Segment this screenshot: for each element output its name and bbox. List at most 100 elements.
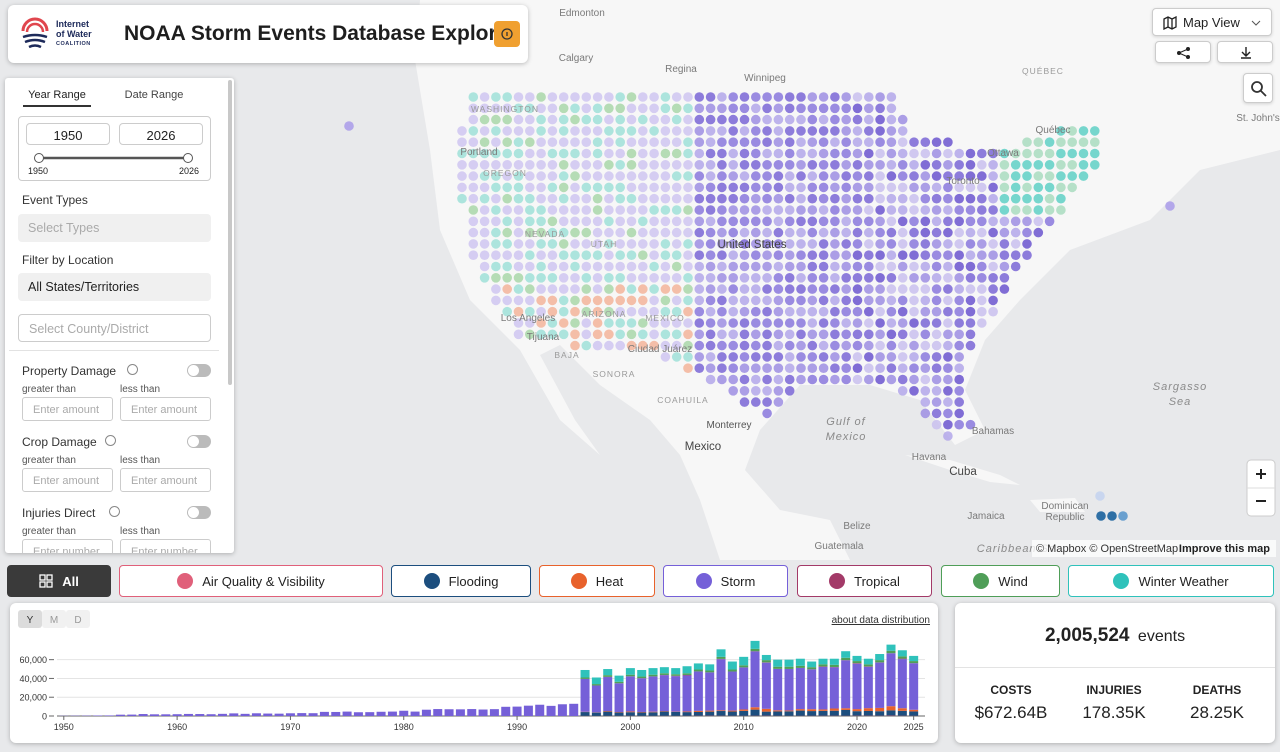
search-button[interactable] bbox=[1243, 73, 1273, 103]
period-button[interactable] bbox=[18, 610, 42, 628]
period-button[interactable] bbox=[42, 610, 66, 628]
map-dot bbox=[660, 92, 671, 102]
map-view-button[interactable]: Map View bbox=[1152, 8, 1272, 36]
max-input[interactable]: Enter amount bbox=[120, 468, 211, 492]
min-input[interactable]: Enter amount bbox=[22, 397, 113, 421]
tab-all[interactable]: All bbox=[7, 565, 111, 597]
map-dot bbox=[671, 329, 682, 340]
bar-segment bbox=[659, 675, 669, 712]
max-input[interactable]: Enter amount bbox=[120, 397, 211, 421]
map-dot bbox=[909, 239, 919, 249]
map-dot bbox=[943, 408, 953, 419]
map-dot bbox=[751, 103, 761, 114]
map-dot bbox=[739, 397, 750, 407]
map-dot bbox=[683, 92, 693, 102]
map-label: Québec bbox=[1035, 125, 1070, 136]
map-dot bbox=[909, 340, 919, 351]
map-dot bbox=[897, 193, 908, 204]
share-button[interactable] bbox=[1155, 41, 1211, 63]
toggle[interactable] bbox=[187, 364, 211, 377]
map-dot bbox=[818, 273, 829, 283]
map-dot bbox=[818, 216, 829, 227]
map-dot bbox=[830, 250, 840, 260]
map-dot bbox=[717, 352, 727, 362]
map-dot bbox=[717, 329, 727, 340]
map-dot bbox=[728, 171, 738, 181]
category-tab[interactable]: Wind bbox=[941, 565, 1060, 597]
category-tab[interactable]: Air Quality & Visibility bbox=[119, 565, 383, 597]
bar-segment bbox=[761, 660, 771, 663]
map-dot bbox=[547, 137, 558, 147]
map-dot bbox=[570, 114, 580, 125]
map-dot bbox=[570, 273, 580, 283]
location-select[interactable]: All States/Territories bbox=[18, 273, 211, 301]
map-label: Guatemala bbox=[815, 541, 864, 552]
map-dot bbox=[875, 306, 885, 317]
map-dot bbox=[615, 103, 625, 114]
county-select[interactable]: Select County/District bbox=[18, 314, 211, 342]
map-dot bbox=[558, 205, 569, 215]
year-slider[interactable] bbox=[31, 152, 196, 164]
map-dot bbox=[558, 126, 569, 136]
map-dot bbox=[558, 306, 569, 317]
map-dot bbox=[841, 329, 851, 340]
event-types-select[interactable]: Select Types bbox=[18, 214, 211, 242]
map-label: Bahamas bbox=[972, 426, 1014, 437]
toggle[interactable] bbox=[187, 506, 211, 519]
bar-segment bbox=[251, 713, 261, 716]
map-dot bbox=[581, 284, 592, 294]
map-dot bbox=[525, 114, 535, 125]
category-tab[interactable]: Tropical bbox=[797, 565, 932, 597]
zoom-in[interactable] bbox=[1256, 469, 1266, 479]
map-dot bbox=[468, 205, 479, 215]
map-dot bbox=[525, 227, 535, 238]
x-tick-label: 1990 bbox=[507, 722, 527, 732]
tab-date-range[interactable]: Date Range bbox=[124, 89, 184, 101]
category-tab[interactable]: Flooding bbox=[391, 565, 531, 597]
map-dot bbox=[671, 182, 682, 193]
map-dot bbox=[897, 273, 908, 283]
category-tab[interactable]: Winter Weather bbox=[1068, 565, 1274, 597]
map-dot bbox=[739, 239, 750, 249]
map-label: OREGON bbox=[483, 168, 527, 178]
category-tab[interactable]: Storm bbox=[663, 565, 788, 597]
map-dot bbox=[581, 171, 592, 181]
tab-year-range[interactable]: Year Range bbox=[23, 89, 91, 107]
map-dot bbox=[954, 227, 964, 238]
improve-map-link[interactable]: Improve this map bbox=[1179, 543, 1270, 555]
info-button[interactable] bbox=[494, 21, 520, 47]
map-dot bbox=[570, 92, 580, 102]
min-input[interactable]: Enter number bbox=[22, 539, 113, 553]
bar-segment bbox=[841, 709, 851, 716]
bar-segment bbox=[342, 711, 352, 716]
year-from-input[interactable]: 1950 bbox=[26, 123, 110, 145]
map-dot bbox=[581, 239, 592, 249]
map-dot bbox=[751, 137, 761, 147]
map-dot bbox=[638, 329, 648, 340]
map-dot bbox=[660, 250, 671, 260]
map-dot bbox=[626, 329, 637, 340]
max-input[interactable]: Enter number bbox=[120, 539, 211, 553]
map-dot bbox=[762, 160, 772, 170]
bar-segment bbox=[376, 711, 386, 716]
map-dot bbox=[604, 295, 614, 306]
category-tab[interactable]: Heat bbox=[539, 565, 655, 597]
bar-segment bbox=[818, 666, 828, 710]
toggle[interactable] bbox=[187, 435, 211, 448]
map-dot bbox=[581, 160, 592, 170]
map-dot bbox=[570, 171, 580, 181]
min-input[interactable]: Enter amount bbox=[22, 468, 113, 492]
year-to-input[interactable]: 2026 bbox=[119, 123, 203, 145]
map-dot bbox=[818, 306, 829, 317]
map-dot bbox=[1033, 137, 1044, 147]
period-button[interactable] bbox=[66, 610, 90, 628]
distribution-link[interactable]: about data distribution bbox=[832, 615, 930, 626]
map-dot bbox=[931, 273, 942, 283]
map-dot bbox=[931, 250, 942, 260]
map-dot bbox=[660, 318, 671, 328]
map-dot bbox=[581, 137, 592, 147]
map-dot bbox=[784, 386, 795, 396]
download-button[interactable] bbox=[1217, 41, 1273, 63]
map-dot bbox=[491, 205, 501, 215]
map-dot bbox=[547, 92, 558, 102]
